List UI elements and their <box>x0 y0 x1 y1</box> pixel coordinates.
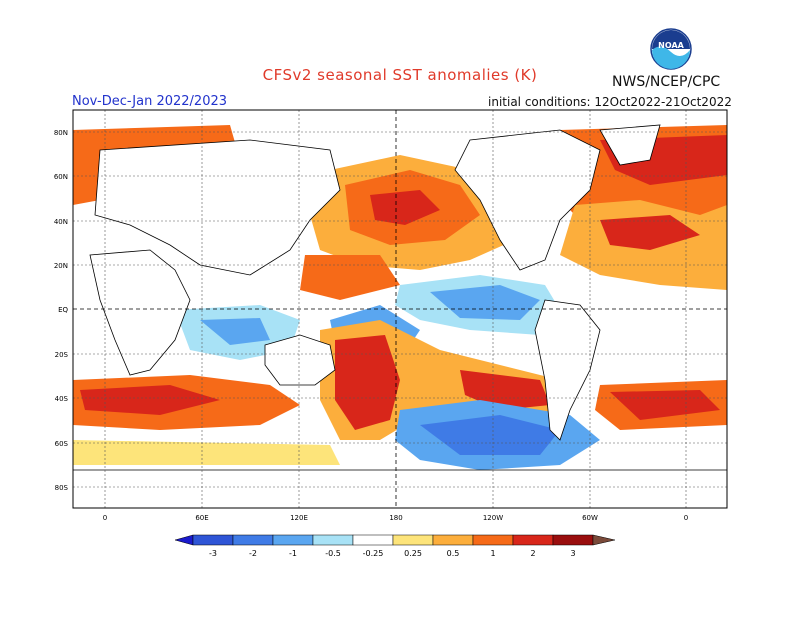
lat-label: 60N <box>54 173 68 181</box>
initial-conditions-label: initial conditions: 12Oct2022-21Oct2022 <box>488 95 732 109</box>
colorbar-swatch <box>472 534 514 546</box>
lat-label: 80S <box>55 484 69 492</box>
svg-text:NOAA: NOAA <box>658 41 684 50</box>
colorbar-tick-label: -0.25 <box>363 549 384 558</box>
noaa-logo: NOAA <box>650 28 692 70</box>
colorbar-swatch <box>432 534 474 546</box>
colorbar-swatch <box>352 534 394 546</box>
lat-label: 60S <box>55 440 69 448</box>
lat-label: 80N <box>54 129 68 137</box>
lon-label: 180 <box>389 514 402 522</box>
land-antarctica <box>73 469 727 508</box>
equator-dateline <box>73 110 727 508</box>
lon-label: 120W <box>483 514 503 522</box>
map-frame <box>72 109 728 509</box>
lat-label: 20N <box>54 262 68 270</box>
colorbar-tick-label: -2 <box>249 549 257 558</box>
map-title: CFSv2 seasonal SST anomalies (K) <box>262 66 538 84</box>
colorbar-swatch <box>552 534 594 546</box>
lon-label: 60E <box>195 514 208 522</box>
land-south-america <box>534 299 601 441</box>
lon-label: 0 <box>103 514 107 522</box>
colorbar-tick-label: 3 <box>570 549 575 558</box>
colorbar-swatch <box>272 534 314 546</box>
colorbar-right-arrow <box>592 534 616 546</box>
lat-label: 40S <box>55 395 69 403</box>
land-north-america <box>454 129 601 271</box>
colorbar: -3 -2 -1 -0.5 -0.25 0.25 0.5 1 2 3 <box>174 534 616 558</box>
lat-label: 20S <box>55 351 69 359</box>
lon-label: 120E <box>290 514 308 522</box>
land-australia <box>264 334 336 386</box>
lat-label: 40N <box>54 218 68 226</box>
colorbar-swatch <box>312 534 354 546</box>
land-greenland <box>599 124 661 166</box>
agency-label: NWS/NCEP/CPC <box>612 74 721 90</box>
colorbar-swatch <box>232 534 274 546</box>
colorbar-swatch <box>392 534 434 546</box>
colorbar-tick-label: 2 <box>530 549 535 558</box>
graticule <box>73 110 727 508</box>
lat-label: EQ <box>58 306 68 314</box>
lon-label: 60W <box>582 514 598 522</box>
colorbar-tick-label: -3 <box>209 549 217 558</box>
colorbar-tick-label: 0.5 <box>447 549 460 558</box>
land-africa <box>89 249 191 376</box>
land-eurasia <box>94 139 341 276</box>
colorbar-left-arrow <box>174 534 194 546</box>
lon-label: 0 <box>684 514 688 522</box>
colorbar-swatch <box>512 534 554 546</box>
colorbar-tick-label: -0.5 <box>325 549 341 558</box>
colorbar-tick-label: 1 <box>490 549 495 558</box>
colorbar-tick-label: 0.25 <box>404 549 422 558</box>
colorbar-tick-label: -1 <box>289 549 297 558</box>
period-label: Nov-Dec-Jan 2022/2023 <box>72 94 228 109</box>
colorbar-swatch <box>192 534 234 546</box>
